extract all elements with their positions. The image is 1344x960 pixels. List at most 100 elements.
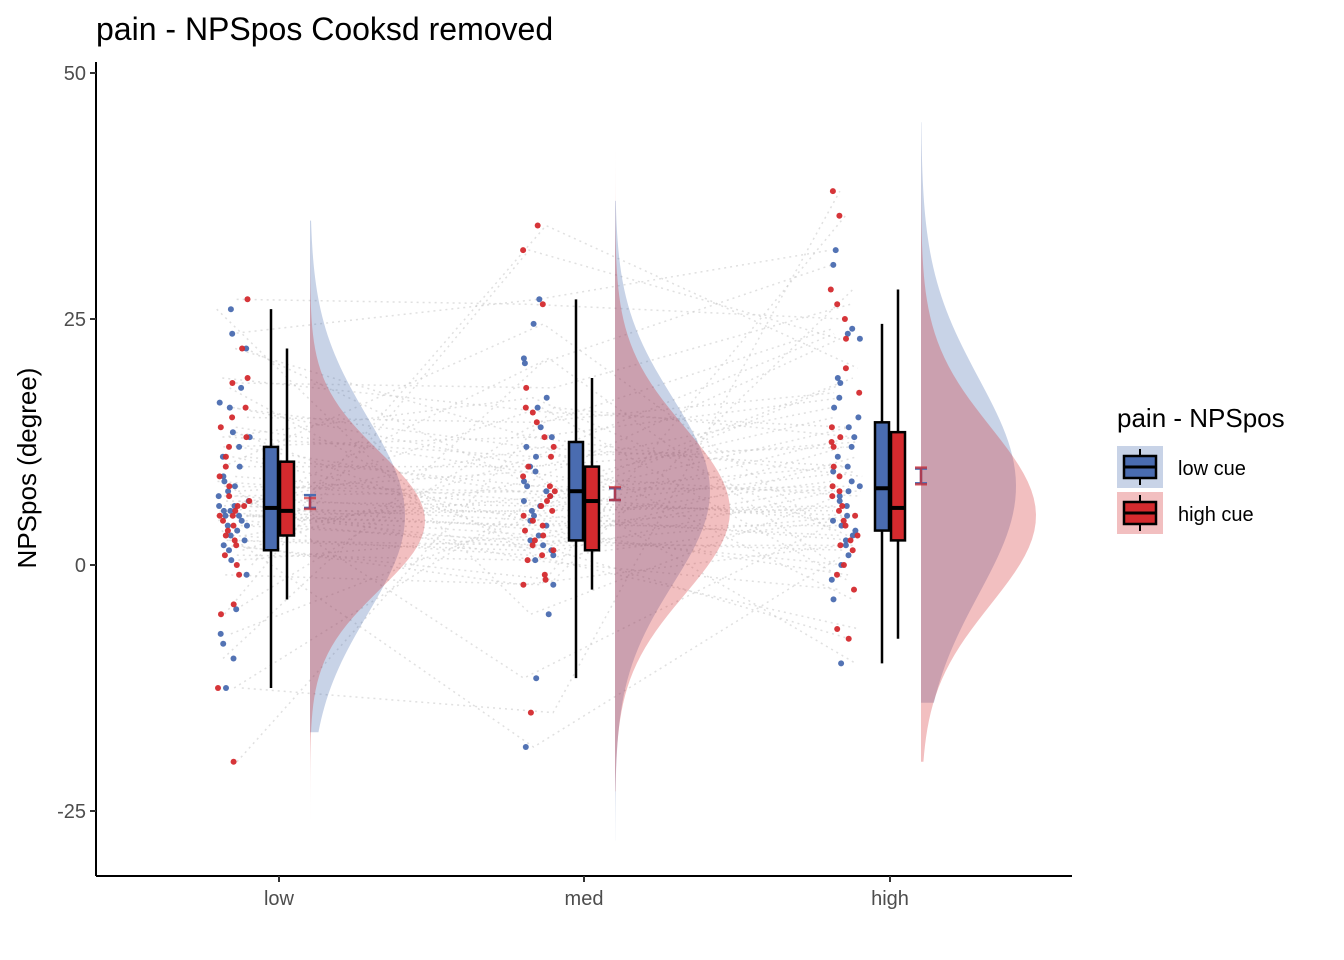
data-point [233,606,240,613]
connector-line [236,298,844,320]
data-point [543,488,550,495]
y-tick-label: -25 [57,801,86,823]
data-points [215,188,863,765]
data-point [836,212,843,219]
data-point [224,527,231,534]
data-point [522,404,529,411]
data-point [217,630,224,637]
data-point [230,758,237,765]
density-low-cue-med [615,200,710,841]
connector-line [238,446,845,522]
data-point [834,453,841,460]
connector-line [235,544,843,586]
chart-title: pain - NPSpos Cooksd removed [96,11,553,47]
data-point [236,571,243,578]
box [583,465,601,552]
data-point [222,512,229,519]
data-point [844,330,851,337]
x-tick-label: high [871,888,909,910]
boxplot-high-cue-low [278,348,296,600]
data-point [238,384,245,391]
connector-line [230,249,831,335]
data-point [836,488,843,495]
mean-se-high-cue-high [915,466,927,486]
data-point [520,473,527,480]
data-point [242,404,249,411]
data-point [540,532,547,539]
data-point [541,571,548,578]
data-point [216,503,223,509]
data-point [840,517,847,524]
data-point [828,576,835,583]
data-point [830,468,837,475]
data-point [228,557,235,564]
density-clouds [310,102,1036,841]
data-point [856,335,863,342]
data-point [230,601,237,608]
data-point [849,325,856,332]
data-point [539,301,546,308]
data-point [836,507,842,514]
data-point [232,507,239,514]
data-point [535,532,542,539]
data-point [521,360,528,367]
x-tick-label: med [565,888,604,910]
data-point [231,537,238,544]
data-point [541,434,548,441]
connector-line [232,406,833,468]
data-point [837,434,844,441]
data-point [830,463,837,470]
data-point [522,527,528,534]
data-point [829,493,836,500]
data-point [538,503,545,509]
data-point [225,488,232,495]
connector-line [223,249,839,615]
data-point [227,507,234,514]
data-point [836,473,843,480]
box [278,460,296,537]
data-point [524,483,531,490]
density-low-cue-low [310,220,405,733]
data-point [848,443,855,450]
data-point [845,424,852,431]
data-point [229,414,236,421]
data-point [530,320,537,327]
data-point [549,507,556,514]
data-point [851,586,857,593]
connector-line [235,475,850,517]
data-point [533,675,540,682]
data-point [842,542,849,549]
data-point [216,512,223,519]
data-point [222,463,229,470]
connector-line [245,347,835,488]
connector-line [223,396,843,448]
data-point [227,532,234,539]
data-point [829,483,836,490]
data-point [238,517,245,524]
connector-line [244,337,841,537]
data-point [529,409,536,416]
data-point [830,596,837,603]
mean-se-high-cue-low [304,496,316,511]
data-point [520,355,527,362]
boxplots [262,289,907,688]
data-point [226,483,233,490]
data-point [829,188,836,195]
data-point [851,434,858,441]
data-point [839,503,846,509]
data-point [244,522,250,529]
data-point [523,384,530,391]
data-point [233,542,240,549]
data-point [230,655,237,662]
data-point [534,404,541,411]
data-point [852,512,859,519]
data-point [224,522,231,529]
mean-se-high-cue-med [609,486,621,502]
data-point [543,394,550,401]
data-point [548,453,554,460]
data-point [220,542,227,549]
data-point [830,517,836,524]
data-point [229,380,236,386]
mean-se-markers [304,466,927,511]
box [873,421,891,532]
